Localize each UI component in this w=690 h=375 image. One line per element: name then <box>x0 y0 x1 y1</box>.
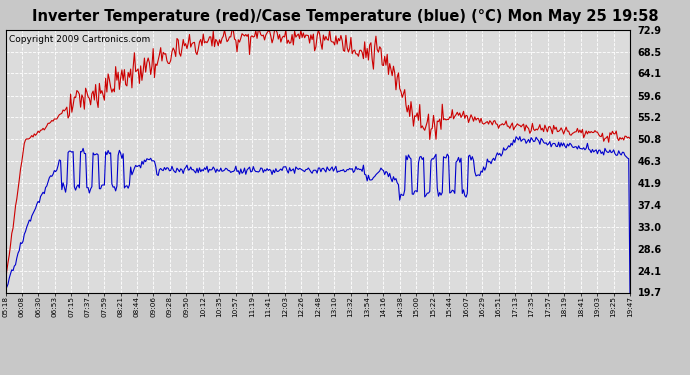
Text: Copyright 2009 Cartronics.com: Copyright 2009 Cartronics.com <box>9 35 150 44</box>
Text: Inverter Temperature (red)/Case Temperature (blue) (°C) Mon May 25 19:58: Inverter Temperature (red)/Case Temperat… <box>32 9 658 24</box>
